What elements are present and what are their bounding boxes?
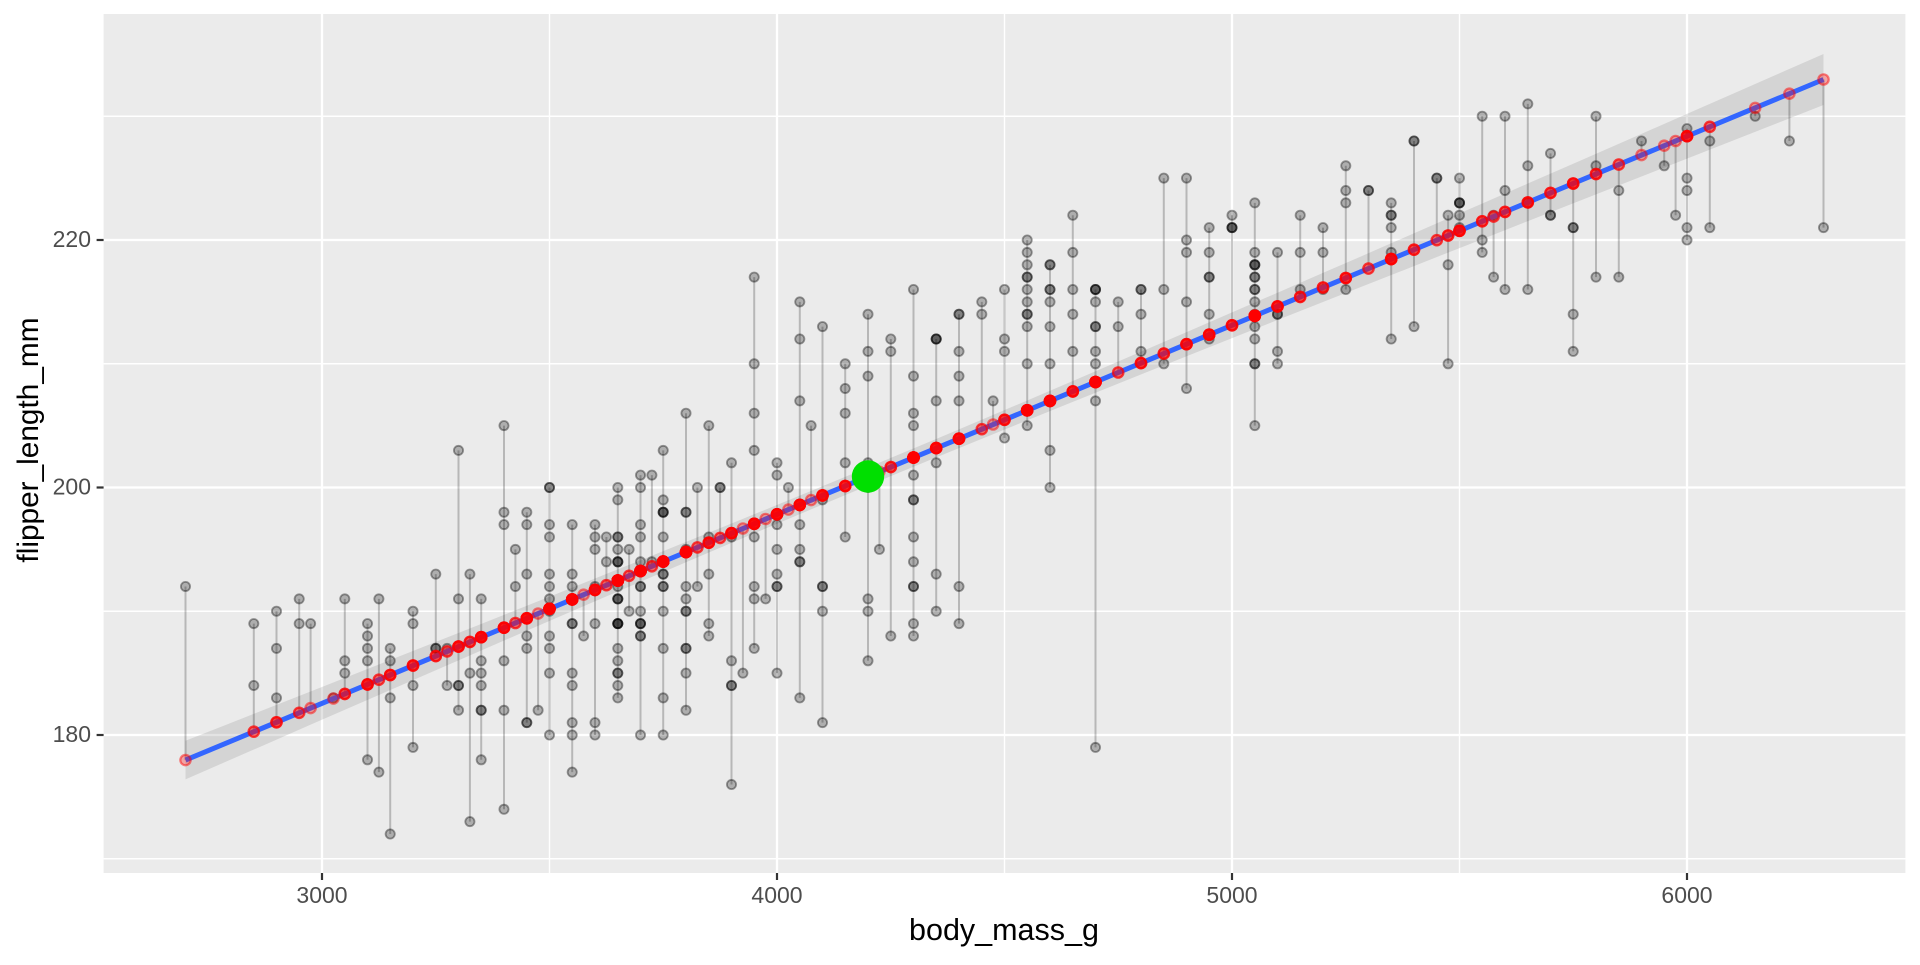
- svg-text:body_mass_g: body_mass_g: [909, 913, 1099, 947]
- svg-text:4000: 4000: [751, 882, 802, 908]
- svg-text:180: 180: [53, 721, 91, 747]
- svg-text:3000: 3000: [296, 882, 347, 908]
- svg-text:flipper_length_mm: flipper_length_mm: [12, 317, 45, 562]
- svg-text:5000: 5000: [1206, 882, 1257, 908]
- svg-text:220: 220: [53, 226, 91, 252]
- svg-text:200: 200: [53, 474, 91, 500]
- svg-text:6000: 6000: [1661, 882, 1712, 908]
